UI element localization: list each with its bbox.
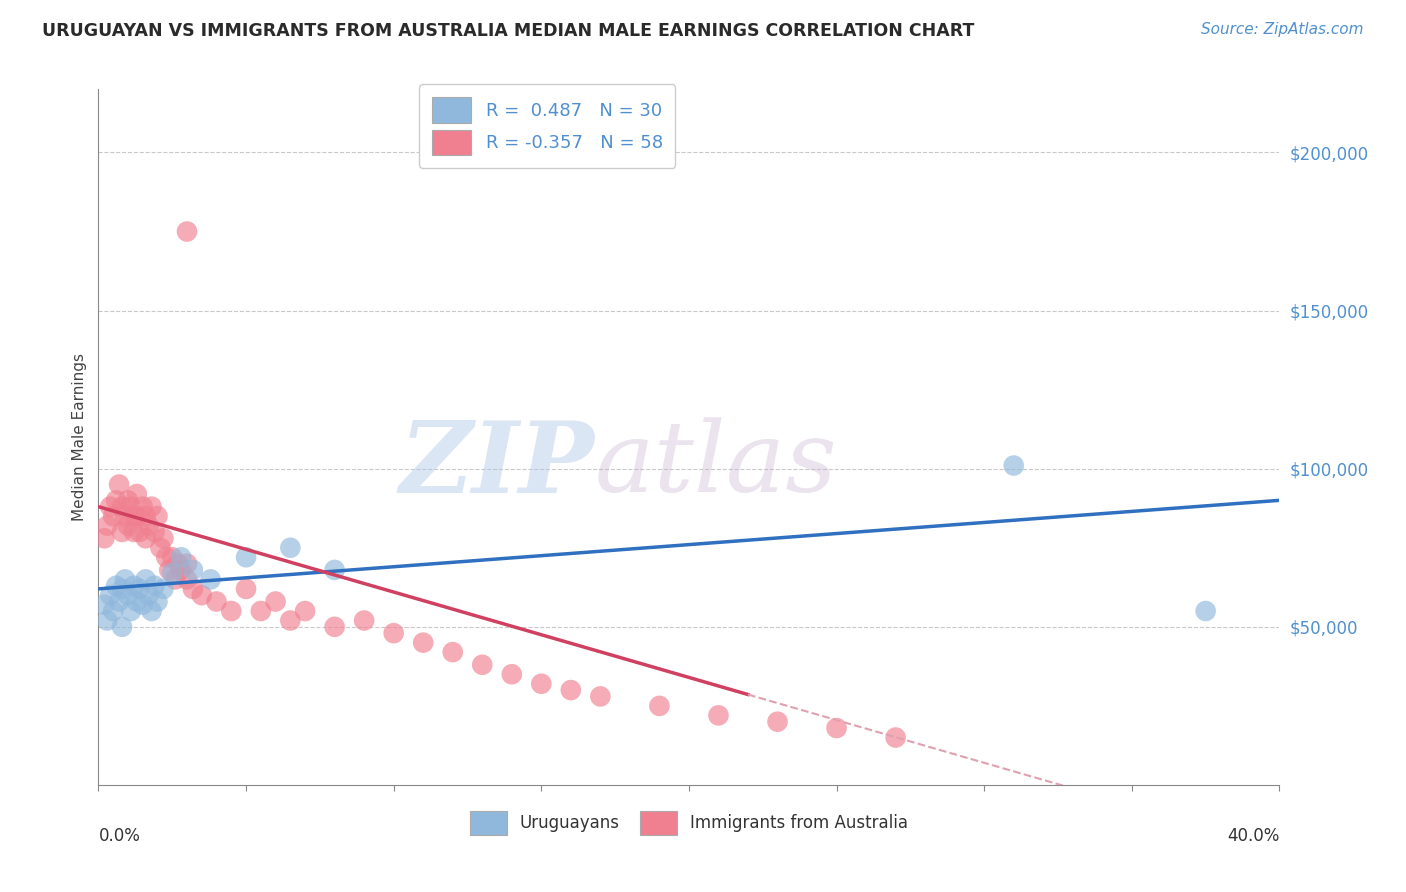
- Point: [170, 563, 193, 577]
- Point: [707, 708, 730, 723]
- Point: [105, 579, 128, 593]
- Point: [176, 557, 198, 571]
- Point: [143, 524, 166, 539]
- Point: [125, 509, 148, 524]
- Text: ZIP: ZIP: [399, 417, 595, 513]
- Text: URUGUAYAN VS IMMIGRANTS FROM AUSTRALIA MEDIAN MALE EARNINGS CORRELATION CHART: URUGUAYAN VS IMMIGRANTS FROM AUSTRALIA M…: [42, 22, 974, 40]
- Point: [138, 518, 160, 533]
- Point: [167, 557, 190, 571]
- Point: [162, 566, 183, 580]
- Point: [135, 509, 157, 524]
- Point: [412, 635, 434, 649]
- Point: [146, 594, 169, 608]
- Point: [108, 477, 131, 491]
- Point: [1195, 604, 1218, 618]
- Point: [135, 573, 157, 587]
- Point: [143, 579, 166, 593]
- Point: [117, 588, 139, 602]
- Point: [165, 573, 187, 587]
- Point: [157, 563, 180, 577]
- Point: [264, 594, 287, 608]
- Point: [162, 550, 183, 565]
- Point: [122, 509, 145, 524]
- Point: [132, 500, 155, 514]
- Text: 40.0%: 40.0%: [1227, 827, 1279, 845]
- Point: [471, 657, 494, 672]
- Point: [135, 531, 157, 545]
- Point: [501, 667, 523, 681]
- Point: [191, 588, 214, 602]
- Point: [353, 614, 375, 628]
- Point: [122, 579, 145, 593]
- Point: [122, 524, 145, 539]
- Point: [138, 588, 160, 602]
- Point: [1002, 458, 1025, 473]
- Point: [114, 573, 136, 587]
- Point: [176, 573, 198, 587]
- Point: [98, 500, 121, 514]
- Point: [132, 598, 155, 612]
- Point: [884, 731, 907, 745]
- Point: [128, 582, 150, 596]
- Point: [103, 604, 125, 618]
- Point: [176, 225, 198, 239]
- Point: [250, 604, 273, 618]
- Point: [117, 518, 139, 533]
- Legend: Uruguayans, Immigrants from Australia: Uruguayans, Immigrants from Australia: [458, 799, 920, 847]
- Point: [125, 487, 148, 501]
- Text: atlas: atlas: [595, 417, 837, 513]
- Point: [96, 518, 118, 533]
- Point: [530, 677, 553, 691]
- Point: [105, 493, 128, 508]
- Point: [152, 531, 174, 545]
- Point: [111, 524, 134, 539]
- Point: [170, 550, 193, 565]
- Point: [103, 509, 125, 524]
- Point: [111, 582, 134, 596]
- Point: [766, 714, 789, 729]
- Text: 0.0%: 0.0%: [98, 827, 141, 845]
- Point: [141, 500, 163, 514]
- Point: [280, 541, 302, 555]
- Point: [96, 614, 118, 628]
- Point: [205, 594, 228, 608]
- Point: [323, 563, 346, 577]
- Point: [125, 594, 148, 608]
- Point: [648, 698, 671, 713]
- Point: [98, 588, 121, 602]
- Point: [111, 620, 134, 634]
- Point: [560, 683, 582, 698]
- Point: [235, 550, 257, 565]
- Point: [108, 594, 131, 608]
- Point: [589, 690, 612, 704]
- Point: [441, 645, 464, 659]
- Point: [152, 582, 174, 596]
- Point: [93, 531, 115, 545]
- Point: [120, 500, 142, 514]
- Point: [141, 604, 163, 618]
- Point: [120, 604, 142, 618]
- Point: [149, 541, 172, 555]
- Point: [323, 620, 346, 634]
- Point: [294, 604, 316, 618]
- Point: [155, 550, 177, 565]
- Point: [128, 524, 150, 539]
- Point: [235, 582, 257, 596]
- Point: [181, 582, 204, 596]
- Point: [181, 563, 204, 577]
- Point: [93, 598, 115, 612]
- Point: [114, 509, 136, 524]
- Text: Source: ZipAtlas.com: Source: ZipAtlas.com: [1201, 22, 1364, 37]
- Point: [280, 614, 302, 628]
- Point: [146, 509, 169, 524]
- Point: [200, 573, 222, 587]
- Y-axis label: Median Male Earnings: Median Male Earnings: [72, 353, 87, 521]
- Point: [111, 500, 134, 514]
- Point: [221, 604, 243, 618]
- Point: [825, 721, 848, 735]
- Point: [382, 626, 405, 640]
- Point: [117, 493, 139, 508]
